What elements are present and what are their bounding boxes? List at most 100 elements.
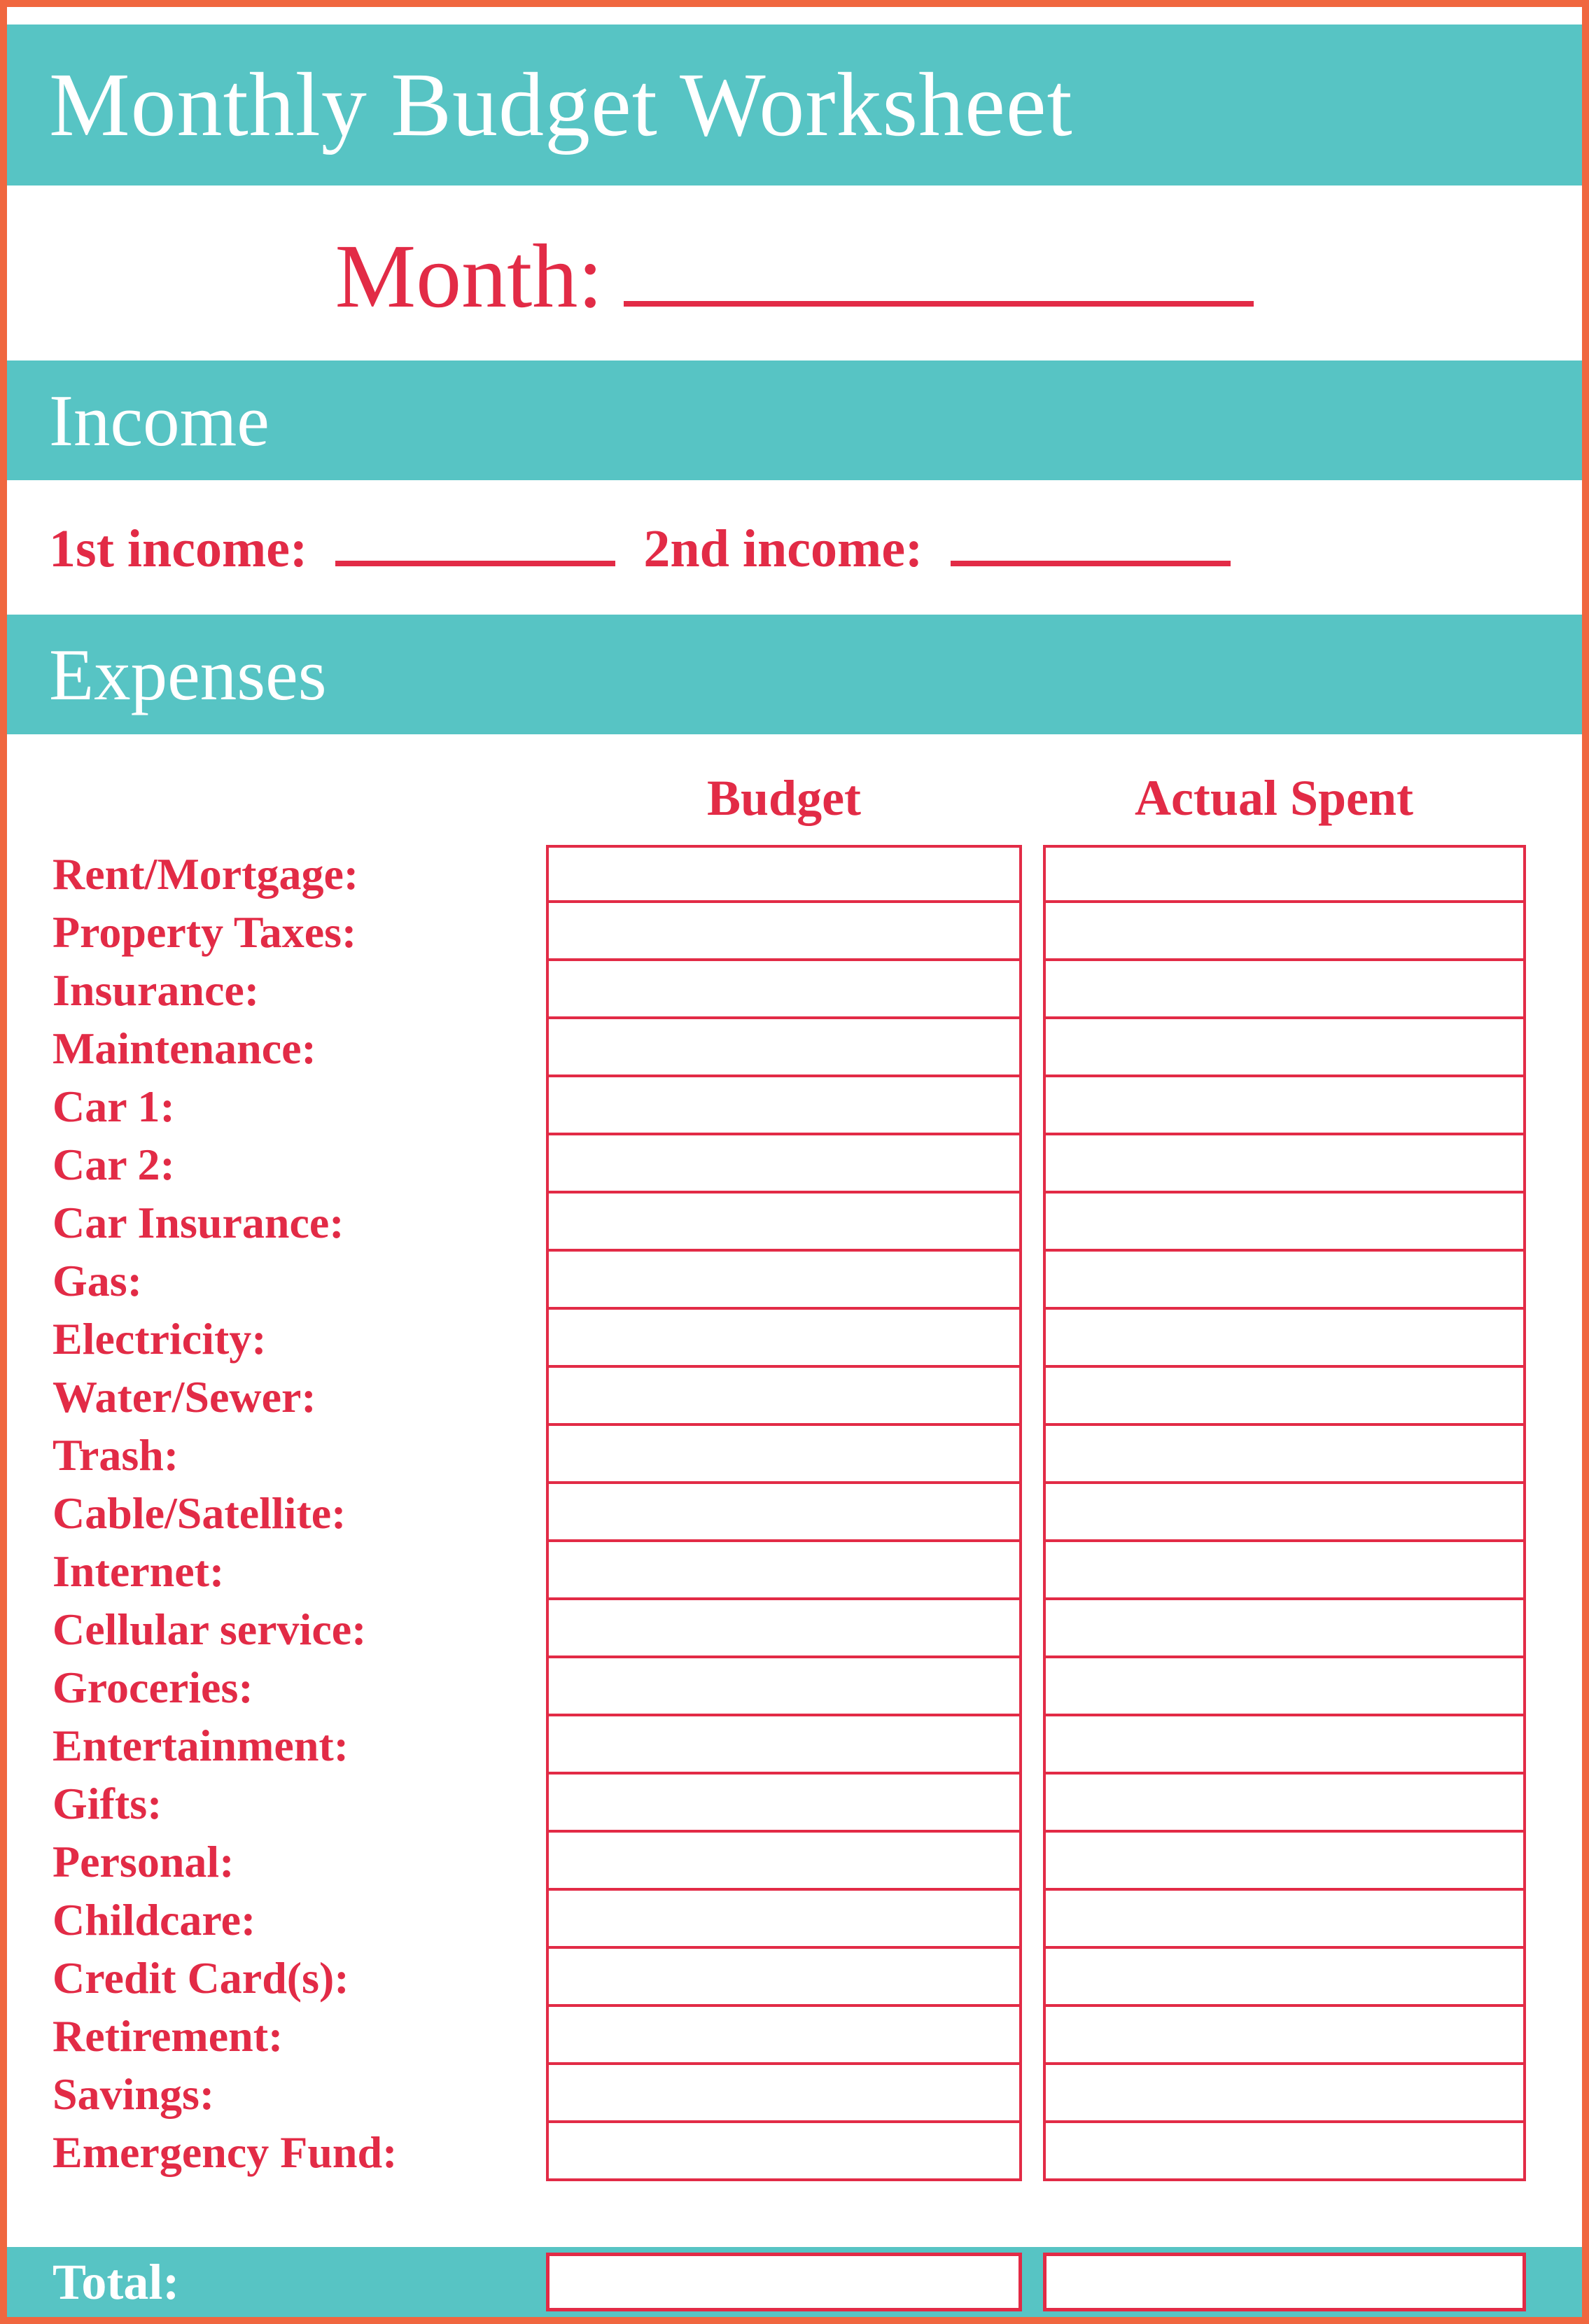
expense-label: Groceries: bbox=[49, 1658, 546, 1716]
expense-label: Trash: bbox=[49, 1426, 546, 1484]
actual-cell[interactable] bbox=[1043, 1481, 1526, 1542]
expense-label: Emergency Fund: bbox=[49, 2123, 546, 2181]
budget-cell[interactable] bbox=[546, 900, 1022, 961]
expense-row: Groceries: bbox=[49, 1658, 1540, 1716]
expense-label: Internet: bbox=[49, 1542, 546, 1600]
expense-label: Savings: bbox=[49, 2065, 546, 2123]
actual-cell[interactable] bbox=[1043, 900, 1526, 961]
budget-cell[interactable] bbox=[546, 2004, 1022, 2065]
actual-cell[interactable] bbox=[1043, 1888, 1526, 1949]
budget-cell[interactable] bbox=[546, 2062, 1022, 2123]
expense-row: Water/Sewer: bbox=[49, 1368, 1540, 1426]
budget-cell[interactable] bbox=[546, 1946, 1022, 2007]
expense-row: Trash: bbox=[49, 1426, 1540, 1484]
second-income-label: 2nd income: bbox=[643, 519, 923, 580]
budget-cell[interactable] bbox=[546, 845, 1022, 903]
budget-cell[interactable] bbox=[546, 1016, 1022, 1077]
budget-cell[interactable] bbox=[546, 1597, 1022, 1658]
expense-label: Water/Sewer: bbox=[49, 1368, 546, 1426]
actual-cell[interactable] bbox=[1043, 1656, 1526, 1716]
worksheet-page: vivaveltoro.com Monthly Budget Worksheet… bbox=[0, 0, 1589, 2324]
expense-row: Retirement: bbox=[49, 2007, 1540, 2065]
actual-cell[interactable] bbox=[1043, 958, 1526, 1019]
expense-row: Savings: bbox=[49, 2065, 1540, 2123]
expense-rows-container: Rent/Mortgage:Property Taxes:Insurance:M… bbox=[49, 845, 1540, 2181]
total-actual-cell[interactable] bbox=[1043, 2253, 1526, 2311]
actual-cell[interactable] bbox=[1043, 1423, 1526, 1484]
budget-cell[interactable] bbox=[546, 958, 1022, 1019]
budget-cell[interactable] bbox=[546, 1772, 1022, 1833]
actual-cell[interactable] bbox=[1043, 1133, 1526, 1194]
expense-label: Electricity: bbox=[49, 1310, 546, 1368]
actual-cell[interactable] bbox=[1043, 1016, 1526, 1077]
actual-cell[interactable] bbox=[1043, 2062, 1526, 2123]
budget-cell[interactable] bbox=[546, 1074, 1022, 1135]
column-headers: Budget Actual Spent bbox=[49, 769, 1540, 827]
page-title: Monthly Budget Worksheet bbox=[49, 52, 1540, 158]
actual-cell[interactable] bbox=[1043, 2120, 1526, 2181]
expense-label: Entertainment: bbox=[49, 1716, 546, 1774]
budget-cell[interactable] bbox=[546, 1714, 1022, 1774]
actual-cell[interactable] bbox=[1043, 1365, 1526, 1426]
expense-label: Cellular service: bbox=[49, 1600, 546, 1658]
budget-cell[interactable] bbox=[546, 1830, 1022, 1891]
expenses-section-bar: Expenses bbox=[7, 615, 1582, 734]
total-bar: Total: bbox=[7, 2247, 1582, 2317]
expense-row: Gas: bbox=[49, 1252, 1540, 1310]
expense-row: Car 1: bbox=[49, 1077, 1540, 1135]
budget-cell[interactable] bbox=[546, 1365, 1022, 1426]
expense-label: Insurance: bbox=[49, 961, 546, 1019]
budget-cell[interactable] bbox=[546, 1307, 1022, 1368]
actual-cell[interactable] bbox=[1043, 1772, 1526, 1833]
second-income-line[interactable] bbox=[951, 528, 1231, 566]
expense-row: Gifts: bbox=[49, 1774, 1540, 1833]
expense-row: Car 2: bbox=[49, 1135, 1540, 1194]
total-budget-cell[interactable] bbox=[546, 2253, 1022, 2311]
expenses-section-title: Expenses bbox=[49, 632, 1540, 717]
first-income-line[interactable] bbox=[335, 528, 615, 566]
expense-label: Car Insurance: bbox=[49, 1194, 546, 1252]
budget-cell[interactable] bbox=[546, 1539, 1022, 1600]
actual-cell[interactable] bbox=[1043, 1714, 1526, 1774]
budget-cell[interactable] bbox=[546, 1888, 1022, 1949]
actual-cell[interactable] bbox=[1043, 845, 1526, 903]
expense-row: Internet: bbox=[49, 1542, 1540, 1600]
expense-label: Property Taxes: bbox=[49, 903, 546, 961]
expense-row: Cable/Satellite: bbox=[49, 1484, 1540, 1542]
expense-label: Retirement: bbox=[49, 2007, 546, 2065]
actual-cell[interactable] bbox=[1043, 1191, 1526, 1252]
expense-row: Maintenance: bbox=[49, 1019, 1540, 1077]
expense-row: Credit Card(s): bbox=[49, 1949, 1540, 2007]
first-income-label: 1st income: bbox=[49, 519, 307, 580]
actual-cell[interactable] bbox=[1043, 1307, 1526, 1368]
actual-cell[interactable] bbox=[1043, 1539, 1526, 1600]
income-section-title: Income bbox=[49, 378, 1540, 463]
month-input-line[interactable] bbox=[624, 251, 1254, 307]
month-label: Month: bbox=[335, 224, 603, 329]
budget-cell[interactable] bbox=[546, 1656, 1022, 1716]
expense-row: Electricity: bbox=[49, 1310, 1540, 1368]
expense-label: Gifts: bbox=[49, 1774, 546, 1833]
budget-cell[interactable] bbox=[546, 2120, 1022, 2181]
expense-row: Car Insurance: bbox=[49, 1194, 1540, 1252]
expense-row: Property Taxes: bbox=[49, 903, 1540, 961]
budget-cell[interactable] bbox=[546, 1133, 1022, 1194]
expense-row: Insurance: bbox=[49, 961, 1540, 1019]
actual-cell[interactable] bbox=[1043, 1249, 1526, 1310]
actual-cell[interactable] bbox=[1043, 2004, 1526, 2065]
expense-row: Rent/Mortgage: bbox=[49, 845, 1540, 903]
budget-cell[interactable] bbox=[546, 1481, 1022, 1542]
budget-cell[interactable] bbox=[546, 1249, 1022, 1310]
expense-label: Credit Card(s): bbox=[49, 1949, 546, 2007]
expense-label: Personal: bbox=[49, 1833, 546, 1891]
actual-cell[interactable] bbox=[1043, 1830, 1526, 1891]
income-section-bar: Income bbox=[7, 360, 1582, 480]
expense-label: Maintenance: bbox=[49, 1019, 546, 1077]
actual-cell[interactable] bbox=[1043, 1946, 1526, 2007]
watermark-text: vivaveltoro.com bbox=[1340, 0, 1554, 7]
actual-cell[interactable] bbox=[1043, 1074, 1526, 1135]
actual-cell[interactable] bbox=[1043, 1597, 1526, 1658]
budget-cell[interactable] bbox=[546, 1191, 1022, 1252]
budget-cell[interactable] bbox=[546, 1423, 1022, 1484]
month-row: Month: bbox=[7, 186, 1582, 360]
